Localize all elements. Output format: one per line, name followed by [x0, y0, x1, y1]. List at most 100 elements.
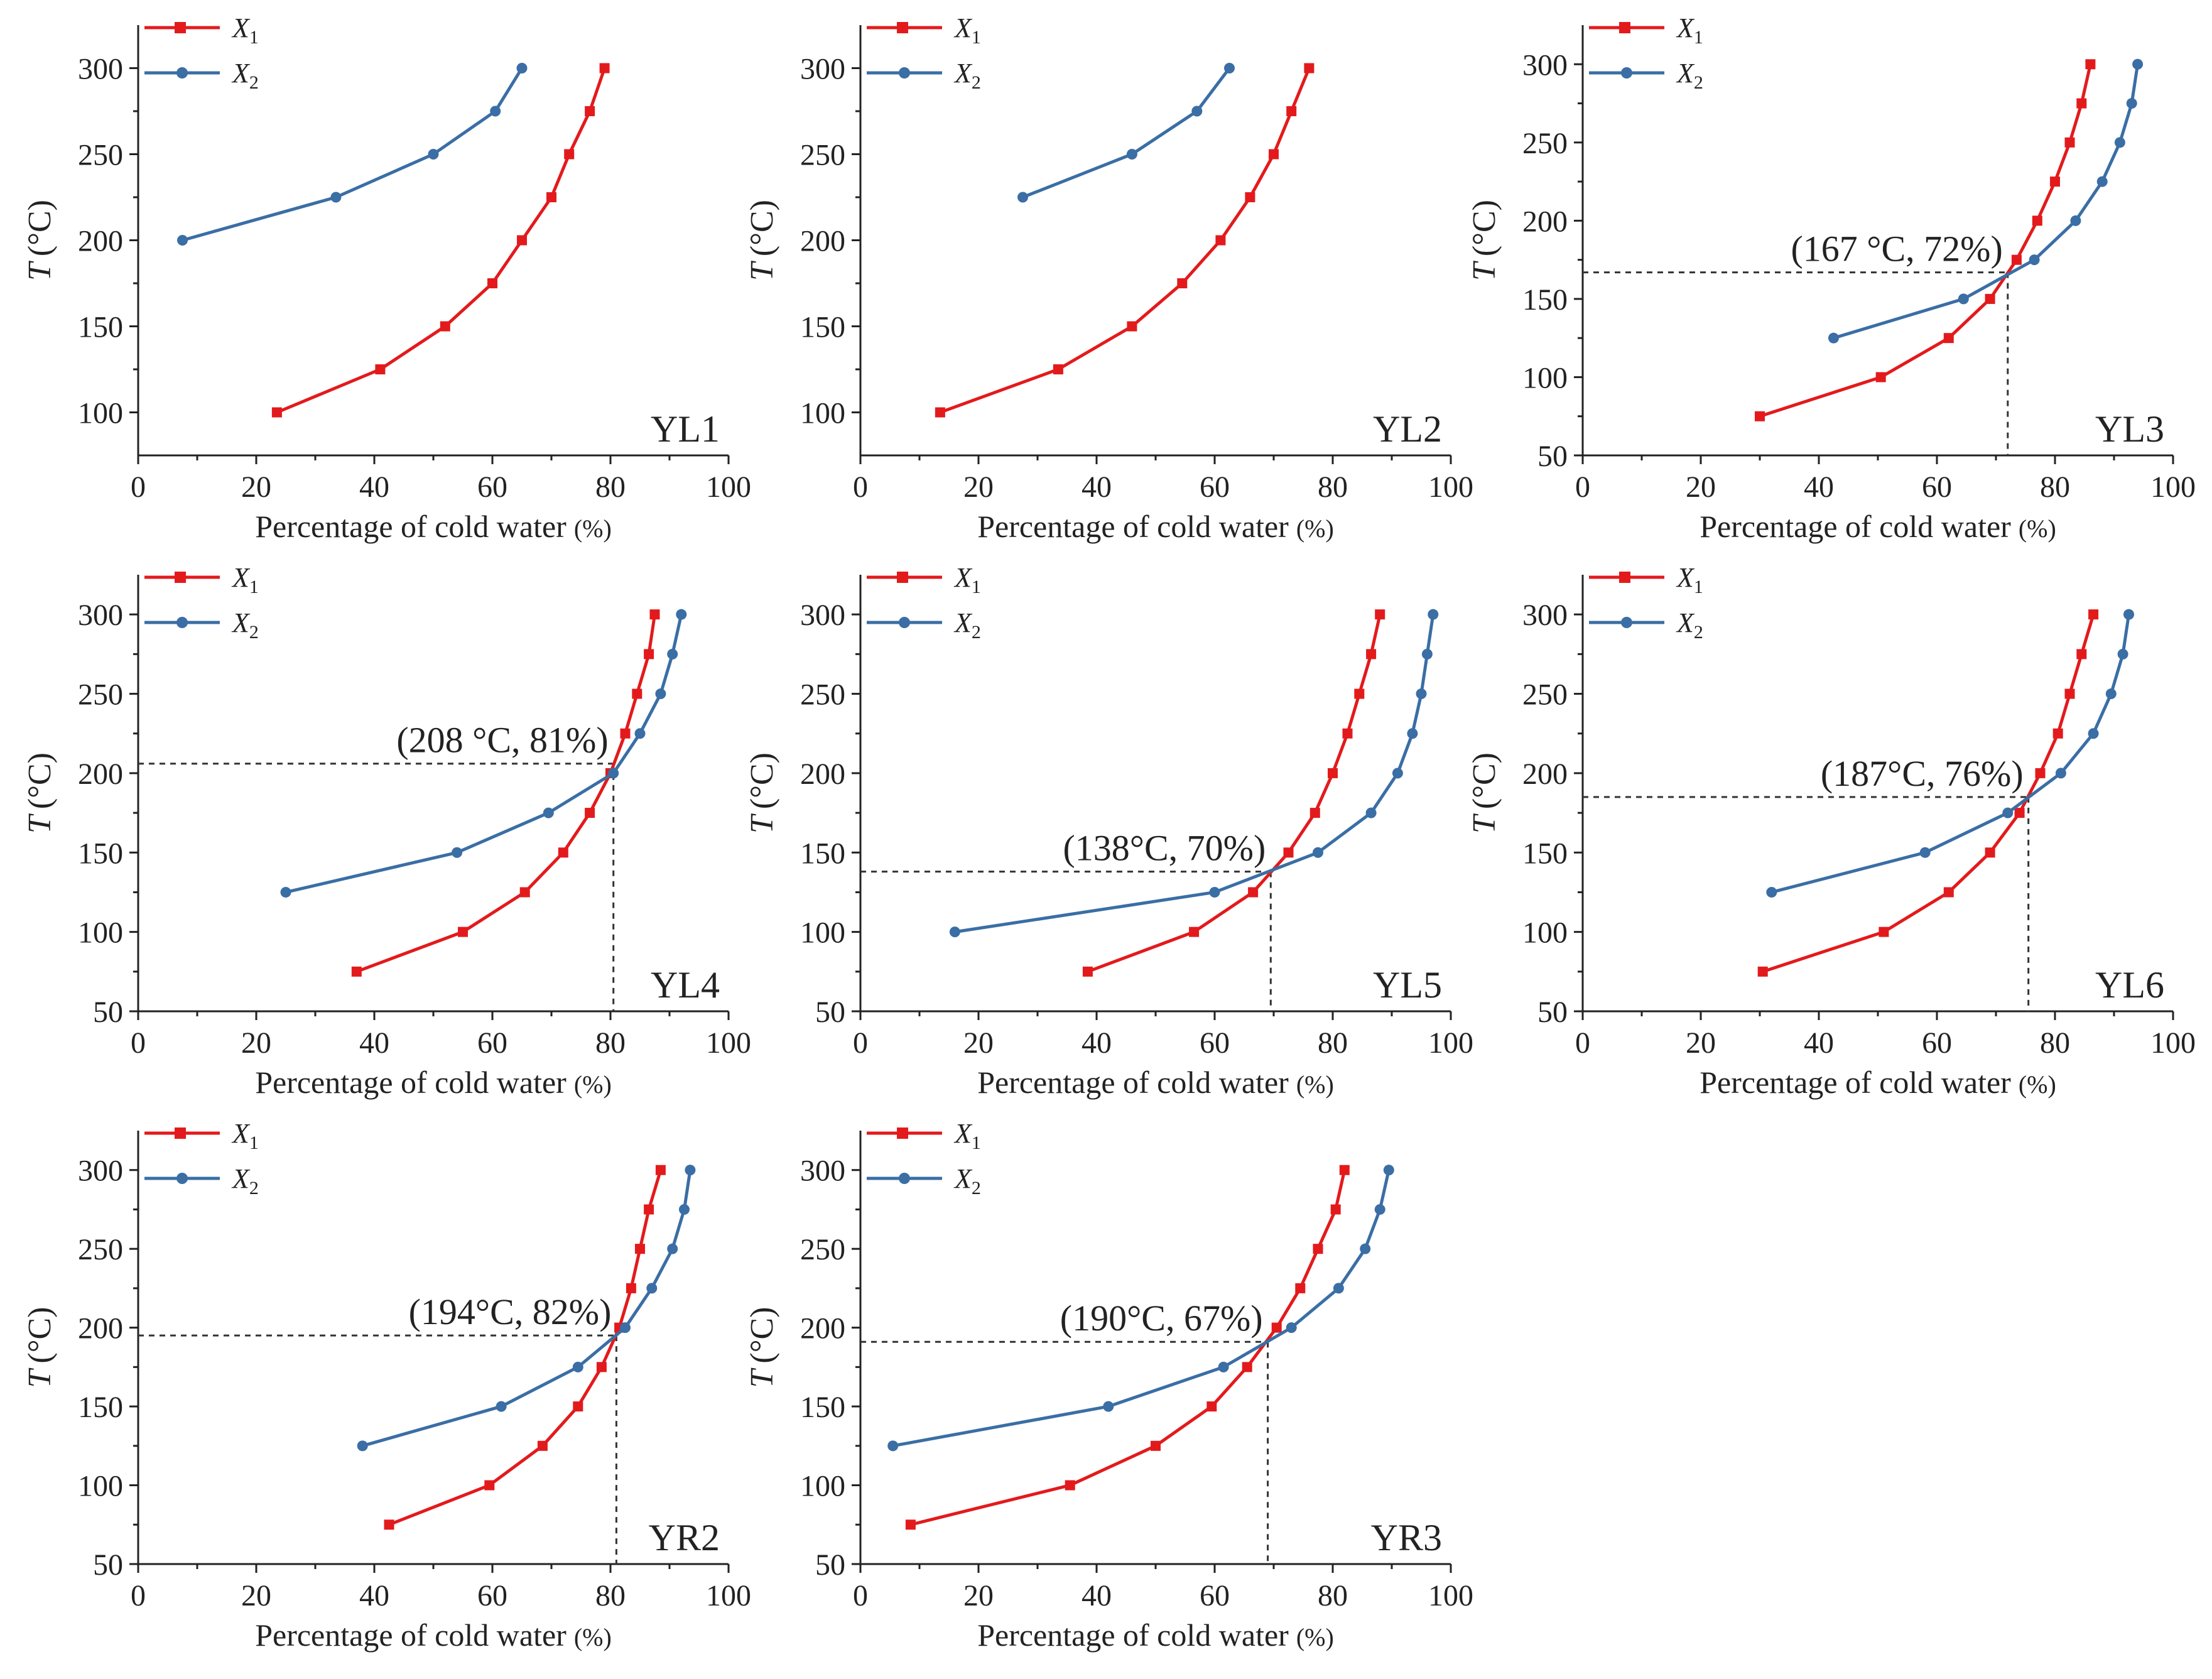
data-point-x2	[1313, 847, 1323, 858]
series-x1-line	[276, 67, 606, 414]
data-point-x2	[1374, 1204, 1385, 1215]
legend-x1-var: X	[231, 562, 251, 593]
data-point-x1	[2014, 808, 2025, 818]
intersection-label: (194°C, 82%)	[409, 1291, 612, 1332]
data-point-x2	[949, 926, 960, 938]
y-tick-label: 200	[1522, 205, 1568, 238]
data-point-x2	[646, 1283, 658, 1294]
y-tick-label: 200	[78, 758, 123, 791]
data-point-x1	[1757, 966, 1768, 977]
x-axis-title: Percentage of cold water (%)	[1700, 1065, 2056, 1100]
data-point-x2	[1365, 807, 1377, 818]
legend-x1-var: X	[1676, 13, 1695, 43]
series-x1	[271, 63, 610, 418]
series-x1	[351, 609, 660, 977]
x-tick-label: 20	[1686, 470, 1716, 504]
y-axis-title-unit: (°C)	[744, 200, 780, 256]
data-point-x1	[649, 609, 660, 620]
data-point-x1	[1755, 411, 1765, 421]
series-x2-line	[1833, 63, 2140, 340]
data-point-x1	[1366, 649, 1377, 660]
y-tick-label: 150	[800, 1391, 845, 1424]
y-tick-label: 50	[815, 1548, 845, 1582]
series-x2	[949, 609, 1439, 938]
x-axis-title: Percentage of cold water (%)	[977, 1617, 1334, 1653]
data-point-x2	[2132, 58, 2144, 70]
legend-x1-sub: 1	[972, 27, 981, 48]
y-tick-label: 250	[78, 1233, 123, 1266]
data-point-x1	[1875, 372, 1886, 383]
data-point-x2	[676, 609, 687, 620]
legend-x2-sub: 2	[1694, 72, 1703, 93]
data-point-x2	[1209, 886, 1220, 898]
series-x2-line	[182, 67, 524, 242]
series-x1-line	[1762, 614, 2095, 974]
y-tick-label: 150	[800, 311, 845, 344]
x-axis-title-text: Percentage of cold water	[255, 1065, 567, 1100]
data-point-x1	[1985, 293, 1995, 304]
legend-x2-marker	[1621, 617, 1632, 628]
series-x2-line	[362, 1170, 692, 1448]
y-tick-label: 100	[78, 1470, 123, 1503]
y-axis-title-var: T	[744, 1368, 780, 1388]
legend-x1-marker	[897, 572, 908, 583]
x-axis-title-unit: (%)	[2019, 514, 2056, 543]
legend-x1-var: X	[231, 13, 251, 43]
x-tick-label: 0	[1575, 1026, 1590, 1060]
data-point-x1	[644, 649, 654, 660]
series-x2-line	[955, 614, 1435, 934]
data-point-x1	[375, 364, 386, 374]
panel-label: YL1	[651, 408, 720, 450]
legend-x1-sub: 1	[972, 1133, 981, 1153]
data-point-x1	[1309, 808, 1320, 818]
legend-x1-marker	[175, 1127, 186, 1139]
legend-x2-var: X	[231, 1163, 251, 1194]
data-point-x1	[440, 321, 450, 332]
data-point-x2	[452, 847, 463, 858]
data-point-x1	[1127, 321, 1137, 332]
x-tick-label: 60	[477, 1579, 507, 1612]
legend-x1-var: X	[231, 1118, 251, 1149]
data-point-x1	[2032, 215, 2042, 226]
y-tick-label: 50	[1537, 996, 1568, 1029]
data-point-x2	[2123, 609, 2134, 620]
x-tick-label: 80	[1318, 1579, 1348, 1612]
data-point-x1	[2076, 98, 2087, 109]
data-point-x2	[2126, 98, 2137, 109]
x-tick-label: 20	[963, 470, 994, 504]
legend-x1-marker	[1619, 22, 1630, 33]
data-point-x2	[1407, 728, 1418, 739]
data-point-x1	[2050, 177, 2060, 187]
legend-x1-var: X	[953, 1118, 973, 1149]
x-tick-label: 60	[1200, 470, 1230, 504]
y-tick-label: 200	[78, 225, 123, 258]
data-point-x1	[632, 688, 642, 699]
x-axis-title: Percentage of cold water (%)	[255, 509, 612, 544]
series-x2	[1766, 609, 2134, 898]
panel-label: YL3	[2095, 408, 2164, 450]
legend-x1-label: X1	[953, 562, 981, 597]
data-point-x2	[2105, 688, 2117, 700]
panel-yl1: 0 20 40 60 80 100 100 150 200 250 300 Percentage of…	[22, 13, 751, 544]
x-axis-title-unit: (%)	[574, 1623, 612, 1651]
x-tick-label: 80	[595, 470, 626, 504]
x-tick-label: 20	[241, 470, 271, 504]
panel-yr2: 0 20 40 60 80 100 50 100 150 200 250 300 Percentage …	[22, 1118, 751, 1653]
data-point-x1	[655, 1165, 666, 1175]
y-tick-label: 150	[800, 837, 845, 870]
y-tick-label: 200	[800, 1312, 845, 1345]
data-point-x2	[2002, 807, 2014, 818]
data-point-x1	[585, 106, 595, 116]
data-point-x2	[1416, 688, 1427, 700]
data-point-x1	[351, 966, 362, 977]
data-point-x2	[1360, 1243, 1371, 1254]
data-point-x1	[1313, 1244, 1323, 1254]
x-axis-title-unit: (%)	[574, 514, 612, 543]
series-x2	[357, 1165, 696, 1452]
legend-x1-label: X1	[953, 13, 981, 48]
